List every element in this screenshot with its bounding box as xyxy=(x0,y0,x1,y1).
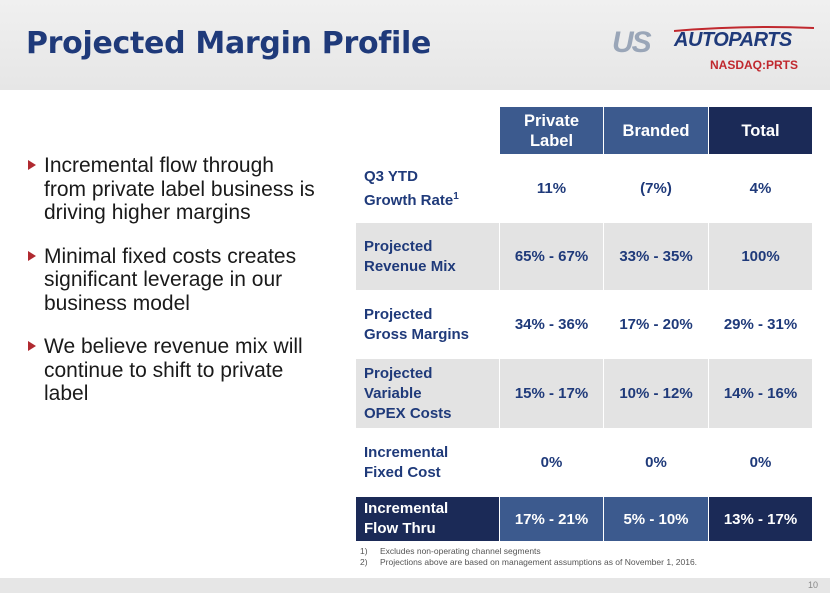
bullet-item: Minimal fixed costs creates significant … xyxy=(26,245,316,316)
footnote: 2) Projections above are based on managem… xyxy=(360,557,697,568)
row-label-line: Revenue Mix xyxy=(364,257,456,275)
row-label: Incremental Fixed Cost xyxy=(355,428,500,497)
row-label-line: Gross Margins xyxy=(364,325,470,343)
footer-band xyxy=(0,578,830,593)
bullet-text: Incremental flow through from private la… xyxy=(44,154,315,224)
row-label-line: Flow Thru xyxy=(364,520,436,537)
footnote-text: Excludes non-operating channel segments xyxy=(380,546,541,556)
header-blank xyxy=(355,106,500,155)
col-header-private-label: Private Label xyxy=(499,106,604,155)
table-row: Q3 YTD Growth Rate1 11% (7%) 4% xyxy=(355,154,813,223)
cell-private-label: 0% xyxy=(499,428,604,497)
col-header-total: Total xyxy=(708,106,813,155)
cell-branded: 5% - 10% xyxy=(603,496,709,542)
row-label: Projected Variable OPEX Costs xyxy=(355,358,500,429)
triangle-bullet-icon xyxy=(28,341,36,351)
logo-us: US xyxy=(612,26,652,59)
cell-total: 29% - 31% xyxy=(708,290,813,359)
cell-private-label: 34% - 36% xyxy=(499,290,604,359)
col-header-branded: Branded xyxy=(603,106,709,155)
bullet-item: We believe revenue mix will continue to … xyxy=(26,335,316,406)
bullet-item: Incremental flow through from private la… xyxy=(26,154,316,225)
cell-private-label: 11% xyxy=(499,154,604,223)
triangle-bullet-icon xyxy=(28,160,36,170)
cell-total: 0% xyxy=(708,428,813,497)
table-row: Incremental Fixed Cost 0% 0% 0% xyxy=(355,428,813,497)
logo-autoparts: AUTOPARTS xyxy=(674,29,792,51)
row-label-line: Projected xyxy=(364,237,433,255)
header-band xyxy=(0,0,830,90)
cell-private-label: 17% - 21% xyxy=(499,496,604,542)
table-row: Projected Revenue Mix 65% - 67% 33% - 35… xyxy=(355,222,813,291)
row-label: Incremental Flow Thru xyxy=(355,496,500,542)
row-label: Q3 YTD Growth Rate1 xyxy=(355,154,500,223)
cell-total: 13% - 17% xyxy=(708,496,813,542)
bullet-text: We believe revenue mix will continue to … xyxy=(44,335,303,405)
footnote-number: 2) xyxy=(360,557,368,567)
cell-branded: 0% xyxy=(603,428,709,497)
footnote: 1) Excludes non-operating channel segment… xyxy=(360,546,697,557)
cell-branded: 33% - 35% xyxy=(603,222,709,291)
row-label: Projected Revenue Mix xyxy=(355,222,500,291)
cell-private-label: 65% - 67% xyxy=(499,222,604,291)
cell-private-label: 15% - 17% xyxy=(499,358,604,429)
table-row: Projected Gross Margins 34% - 36% 17% - … xyxy=(355,290,813,359)
row-label-line: Q3 YTD xyxy=(364,167,418,185)
row-label: Projected Gross Margins xyxy=(355,290,500,359)
row-label-line: Fixed Cost xyxy=(364,463,441,481)
table-row: Incremental Flow Thru 17% - 21% 5% - 10%… xyxy=(355,496,813,542)
margin-table: Private Label Branded Total Q3 YTD Growt… xyxy=(355,106,813,542)
row-label-line: Projected xyxy=(364,305,433,323)
page-number: 10 xyxy=(808,580,819,590)
logo-ticker: NASDAQ:PRTS xyxy=(710,58,799,72)
page-title: Projected Margin Profile xyxy=(26,26,432,61)
footnote-text: Projections above are based on managemen… xyxy=(380,557,698,567)
footnotes: 1) Excludes non-operating channel segment… xyxy=(360,546,697,568)
bullet-list: Incremental flow through from private la… xyxy=(26,154,316,426)
row-label-line: OPEX Costs xyxy=(364,404,452,422)
company-logo: US AUTOPARTS NASDAQ:PRTS xyxy=(612,26,817,74)
cell-total: 14% - 16% xyxy=(708,358,813,429)
cell-branded: (7%) xyxy=(603,154,709,223)
triangle-bullet-icon xyxy=(28,250,36,261)
table-row: Projected Variable OPEX Costs 15% - 17% … xyxy=(355,358,813,429)
cell-total: 100% xyxy=(708,222,813,291)
row-label-line: Projected xyxy=(364,364,433,382)
cell-branded: 17% - 20% xyxy=(603,290,709,359)
row-label-line: Growth Rate xyxy=(364,191,454,209)
footnote-marker: 1 xyxy=(453,190,459,202)
table-header-row: Private Label Branded Total xyxy=(355,106,813,155)
row-label-line: Incremental xyxy=(364,500,449,517)
cell-branded: 10% - 12% xyxy=(603,358,709,429)
cell-total: 4% xyxy=(708,154,813,223)
footnote-number: 1) xyxy=(360,546,368,556)
row-label-line: Variable xyxy=(364,384,422,402)
bullet-text: Minimal fixed costs creates significant … xyxy=(44,244,297,315)
logo-swoosh-icon xyxy=(674,26,814,32)
row-label-line: Incremental xyxy=(364,443,449,461)
